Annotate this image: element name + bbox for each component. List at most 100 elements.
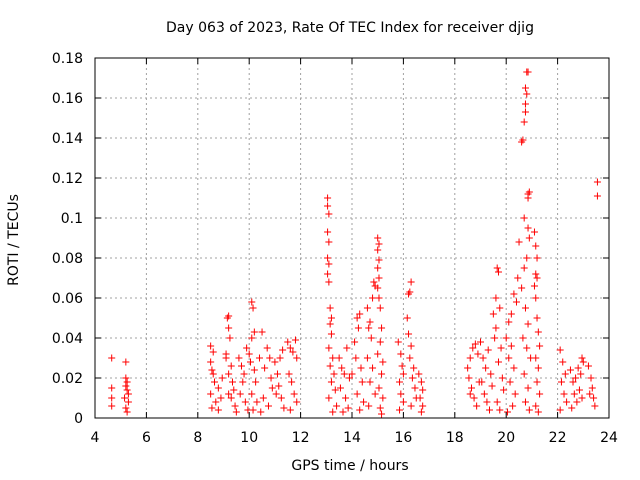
data-point bbox=[506, 378, 514, 386]
y-tick-label: 0.14 bbox=[52, 131, 83, 147]
data-point bbox=[342, 394, 350, 402]
data-point bbox=[324, 202, 332, 210]
data-point bbox=[122, 382, 130, 390]
data-point bbox=[340, 370, 348, 378]
grid bbox=[95, 58, 609, 418]
data-point bbox=[406, 354, 414, 362]
data-point bbox=[398, 362, 406, 370]
data-point bbox=[108, 354, 116, 362]
data-point bbox=[520, 264, 528, 272]
data-point bbox=[357, 364, 365, 372]
data-point bbox=[243, 344, 251, 352]
data-point bbox=[532, 294, 540, 302]
data-point bbox=[264, 402, 272, 410]
data-point bbox=[578, 354, 586, 362]
x-tick-label: 14 bbox=[343, 430, 361, 446]
data-point bbox=[326, 304, 334, 312]
data-point bbox=[406, 288, 414, 296]
data-point bbox=[257, 408, 265, 416]
data-point bbox=[574, 364, 582, 372]
data-point bbox=[370, 278, 378, 286]
data-point bbox=[485, 406, 493, 414]
data-point bbox=[396, 378, 404, 386]
data-point bbox=[379, 358, 387, 366]
data-point bbox=[379, 394, 387, 402]
data-point bbox=[214, 406, 222, 414]
data-point bbox=[245, 350, 253, 358]
data-point bbox=[276, 354, 284, 362]
data-point bbox=[587, 374, 595, 382]
data-point bbox=[407, 342, 415, 350]
data-point bbox=[396, 406, 404, 414]
data-point bbox=[399, 370, 407, 378]
data-point bbox=[570, 390, 578, 398]
data-point bbox=[123, 408, 131, 416]
data-point bbox=[324, 228, 332, 236]
data-point bbox=[325, 210, 333, 218]
data-point bbox=[356, 406, 364, 414]
data-point bbox=[496, 406, 504, 414]
data-point bbox=[248, 390, 256, 398]
data-point bbox=[376, 404, 384, 412]
data-point bbox=[374, 284, 382, 292]
data-point bbox=[556, 406, 564, 414]
data-point bbox=[524, 320, 532, 328]
data-point bbox=[569, 378, 577, 386]
data-point bbox=[532, 354, 540, 362]
data-point bbox=[376, 338, 384, 346]
data-point bbox=[520, 214, 528, 222]
data-point bbox=[122, 374, 130, 382]
data-point bbox=[375, 240, 383, 248]
data-point bbox=[284, 338, 292, 346]
data-point bbox=[500, 386, 508, 394]
data-point bbox=[477, 338, 484, 346]
data-point bbox=[578, 394, 586, 402]
data-point bbox=[336, 384, 344, 392]
data-point bbox=[579, 358, 587, 366]
data-point bbox=[483, 398, 491, 406]
data-point bbox=[491, 334, 499, 342]
data-point bbox=[360, 398, 368, 406]
data-point bbox=[519, 334, 527, 342]
data-point bbox=[108, 394, 116, 402]
data-point bbox=[473, 402, 481, 410]
data-point bbox=[266, 354, 274, 362]
data-point bbox=[209, 348, 217, 356]
data-point bbox=[226, 334, 234, 342]
data-point bbox=[335, 354, 343, 362]
data-point bbox=[225, 324, 233, 332]
data-point bbox=[329, 354, 337, 362]
data-point bbox=[573, 398, 581, 406]
data-point bbox=[568, 404, 576, 412]
data-point bbox=[416, 394, 424, 402]
data-point bbox=[489, 310, 497, 318]
data-point bbox=[365, 402, 373, 410]
data-point bbox=[533, 314, 541, 322]
data-point bbox=[353, 314, 361, 322]
y-tick-label: 0.04 bbox=[52, 331, 83, 347]
data-point bbox=[563, 398, 571, 406]
y-tick-label: 0 bbox=[74, 411, 83, 427]
data-point bbox=[407, 402, 415, 410]
data-point bbox=[523, 90, 531, 98]
data-point bbox=[417, 408, 425, 416]
x-tick-label: 24 bbox=[600, 430, 618, 446]
data-point bbox=[280, 404, 288, 412]
data-point bbox=[498, 374, 506, 382]
data-point bbox=[465, 374, 473, 382]
data-point bbox=[225, 312, 233, 320]
data-point bbox=[263, 344, 271, 352]
data-point bbox=[369, 364, 377, 372]
data-point bbox=[325, 344, 333, 352]
data-point bbox=[354, 324, 362, 332]
data-point bbox=[275, 382, 283, 390]
data-point bbox=[411, 384, 419, 392]
data-point bbox=[255, 354, 263, 362]
data-point bbox=[279, 346, 287, 354]
data-point bbox=[209, 370, 217, 378]
data-point bbox=[468, 384, 476, 392]
data-point bbox=[521, 108, 529, 116]
data-point bbox=[375, 294, 383, 302]
data-point bbox=[267, 374, 275, 382]
data-point bbox=[577, 370, 585, 378]
